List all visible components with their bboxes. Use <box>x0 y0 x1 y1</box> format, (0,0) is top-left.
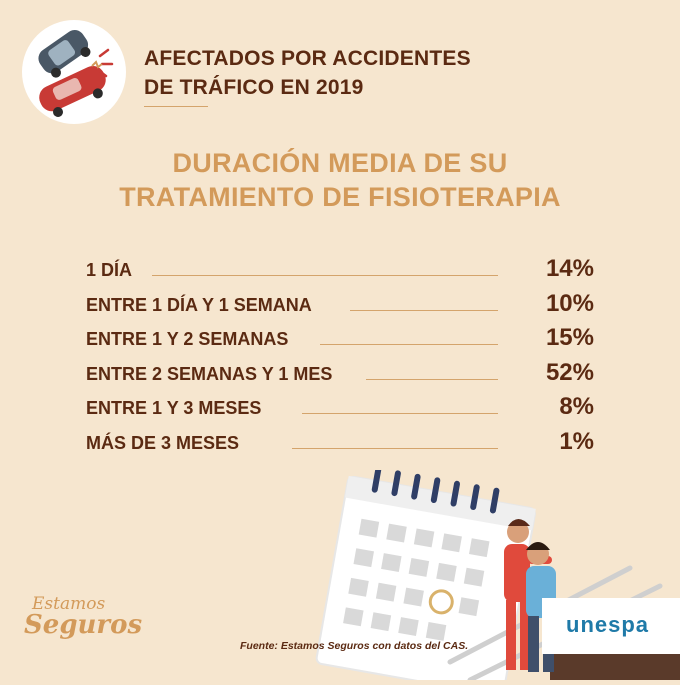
row-leader-line <box>152 275 498 276</box>
row-label: ENTRE 1 Y 3 MESES <box>86 398 262 418</box>
row-value: 1% <box>559 427 594 455</box>
row-value: 15% <box>545 324 594 351</box>
unespa-logo-text: unespa <box>566 612 650 637</box>
source-note: Fuente: Estamos Seguros con datos del CA… <box>240 640 469 652</box>
section-title-line2: TRATAMIENTO DE FISIOTERAPIA <box>119 182 561 212</box>
list-item: MÁS DE 3 MESES 1% <box>86 427 596 462</box>
row-leader-line <box>366 378 498 380</box>
row-value: 14% <box>545 255 594 282</box>
unespa-logo: unespa <box>542 598 680 654</box>
list-item: ENTRE 1 Y 3 MESES 8% <box>86 392 596 427</box>
section-title: DURACIÓN MEDIA DE SU TRATAMIENTO DE FISI… <box>0 146 680 214</box>
car-crash-icon <box>22 20 126 124</box>
row-label: ENTRE 1 Y 2 SEMANAS <box>86 329 289 349</box>
duration-list: 1 DÍA 14% ENTRE 1 DÍA Y 1 SEMANA 10% ENT… <box>86 254 596 461</box>
row-leader-line <box>292 447 498 449</box>
header-title-line1: AFECTADOS POR ACCIDENTES <box>144 47 471 70</box>
brand-line2: Seguros <box>24 610 143 640</box>
brand-line1: Estamos <box>32 594 106 614</box>
estamos-seguros-logo: Estamos Seguros <box>18 590 142 650</box>
section-title-line1: DURACIÓN MEDIA DE SU <box>172 148 508 178</box>
row-leader-line <box>320 344 498 345</box>
row-label: MÁS DE 3 MESES <box>86 432 240 453</box>
row-value: 52% <box>545 358 594 386</box>
row-label: ENTRE 1 DÍA Y 1 SEMANA <box>86 294 312 315</box>
header-title: AFECTADOS POR ACCIDENTES DE TRÁFICO EN 2… <box>144 44 471 102</box>
header-title-line2: DE TRÁFICO EN 2019 <box>144 76 364 99</box>
list-item: ENTRE 1 DÍA Y 1 SEMANA 10% <box>86 289 596 324</box>
calendar-icon <box>315 466 680 685</box>
row-label: 1 DÍA <box>86 260 133 280</box>
row-value: 8% <box>559 393 594 420</box>
list-item: ENTRE 2 SEMANAS Y 1 MES 52% <box>86 358 596 393</box>
row-label: ENTRE 2 SEMANAS Y 1 MES <box>86 363 333 384</box>
row-leader-line <box>302 413 498 414</box>
physiotherapy-illustration <box>300 466 680 685</box>
row-leader-line <box>350 309 498 311</box>
list-item: ENTRE 1 Y 2 SEMANAS 15% <box>86 323 596 358</box>
list-item: 1 DÍA 14% <box>86 254 596 289</box>
header-divider <box>144 106 208 107</box>
row-value: 10% <box>545 289 594 317</box>
